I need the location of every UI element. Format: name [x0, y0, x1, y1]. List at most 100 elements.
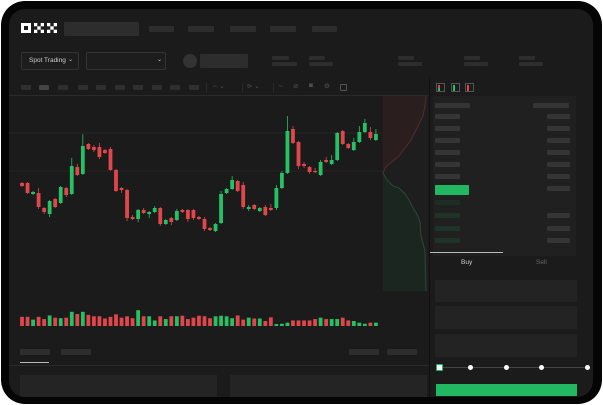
candle[interactable] — [235, 180, 240, 192]
candle[interactable] — [141, 208, 146, 214]
tab-order-history[interactable] — [61, 349, 91, 355]
candle[interactable] — [296, 141, 301, 169]
timeframe-button[interactable] — [96, 85, 106, 90]
candle[interactable] — [58, 186, 63, 204]
timeframe-button[interactable] — [115, 85, 125, 90]
nav-item[interactable] — [312, 26, 337, 32]
nav-item[interactable] — [230, 26, 256, 32]
candle[interactable] — [97, 143, 102, 159]
candle[interactable] — [169, 217, 174, 225]
timeframe-button[interactable] — [39, 85, 49, 90]
candle[interactable] — [313, 168, 317, 173]
fullscreen-icon[interactable] — [340, 84, 347, 91]
candle[interactable] — [80, 134, 85, 175]
candle[interactable] — [241, 182, 246, 209]
candle[interactable] — [31, 191, 35, 195]
settings-icon[interactable]: ⚙ — [324, 83, 330, 90]
candle[interactable] — [180, 209, 185, 213]
candle[interactable] — [75, 164, 80, 176]
candle[interactable] — [329, 155, 334, 165]
candle[interactable] — [324, 157, 329, 163]
candle[interactable] — [307, 166, 312, 174]
candle[interactable] — [119, 187, 124, 193]
candle[interactable] — [91, 145, 96, 152]
candle[interactable] — [136, 209, 141, 222]
pair-selector-dropdown[interactable]: ⌄ — [86, 52, 166, 70]
candle[interactable] — [357, 126, 362, 143]
candle[interactable] — [268, 204, 273, 211]
candle[interactable] — [64, 187, 69, 197]
candle[interactable] — [158, 207, 163, 226]
candle[interactable] — [108, 147, 113, 171]
candle[interactable] — [374, 129, 378, 141]
slider-step-100[interactable] — [585, 365, 590, 370]
candle[interactable] — [291, 126, 295, 144]
camera-icon[interactable]: ◙ — [309, 82, 313, 89]
candle[interactable] — [114, 169, 118, 192]
price-input[interactable] — [435, 280, 577, 302]
orderbook-bids-view-icon[interactable] — [451, 83, 460, 92]
ruler-icon[interactable]: ⊘ — [293, 83, 299, 90]
filter-button[interactable] — [349, 349, 379, 355]
draw-tool-icon[interactable]: ⊳ ⌄ — [247, 83, 260, 90]
slider-step-25[interactable] — [468, 365, 473, 370]
candle[interactable] — [202, 217, 207, 231]
candle[interactable] — [213, 223, 218, 232]
candle[interactable] — [42, 207, 47, 214]
candle[interactable] — [163, 219, 168, 225]
candle[interactable] — [36, 188, 41, 209]
candle[interactable] — [130, 215, 135, 220]
candle[interactable] — [280, 171, 284, 189]
okx-logo[interactable] — [21, 22, 58, 34]
tab-buy[interactable]: Buy — [461, 259, 473, 266]
candle[interactable] — [285, 116, 290, 174]
nav-item[interactable] — [188, 26, 214, 32]
candle[interactable] — [103, 149, 107, 154]
candle[interactable] — [174, 209, 179, 221]
slider-step-75[interactable] — [539, 365, 544, 370]
candle[interactable] — [318, 160, 323, 176]
candle[interactable] — [86, 143, 91, 150]
candlestick-chart[interactable] — [9, 96, 431, 336]
line-tool-icon[interactable]: ∼ — [278, 83, 284, 90]
candle[interactable] — [224, 188, 229, 194]
timeframe-button[interactable] — [78, 85, 88, 90]
candle[interactable] — [335, 132, 340, 161]
timeframe-button[interactable] — [189, 85, 199, 90]
timeframe-button[interactable] — [133, 85, 143, 90]
candle[interactable] — [25, 182, 30, 194]
candle[interactable] — [53, 198, 58, 208]
candle[interactable] — [246, 205, 251, 211]
candle[interactable] — [274, 185, 279, 210]
total-input[interactable] — [435, 334, 577, 357]
candle[interactable] — [340, 130, 345, 145]
candle[interactable] — [302, 162, 306, 168]
tab-sell[interactable]: Sell — [536, 259, 547, 266]
filter-button[interactable] — [387, 349, 417, 355]
candle[interactable] — [186, 209, 190, 222]
candle[interactable] — [147, 211, 152, 218]
candle[interactable] — [362, 119, 367, 133]
nav-item[interactable] — [149, 26, 174, 32]
candle[interactable] — [152, 206, 157, 213]
candle[interactable] — [125, 189, 129, 221]
candle[interactable] — [191, 209, 196, 220]
candle[interactable] — [230, 176, 235, 190]
candle[interactable] — [208, 227, 212, 231]
tab-open-orders[interactable] — [20, 349, 50, 355]
timeframe-button[interactable] — [152, 85, 162, 90]
candle[interactable] — [346, 143, 351, 149]
timeframe-button[interactable] — [58, 85, 68, 90]
slider-step-50[interactable] — [504, 365, 509, 370]
amount-slider-handle[interactable] — [436, 364, 443, 371]
candle[interactable] — [219, 191, 223, 224]
candle[interactable] — [351, 138, 356, 151]
candle[interactable] — [20, 182, 24, 187]
candle[interactable] — [197, 216, 201, 220]
candle[interactable] — [252, 204, 257, 210]
candle[interactable] — [257, 207, 262, 212]
spot-trading-dropdown[interactable]: Spot Trading ⌄ — [21, 52, 79, 70]
amount-input[interactable] — [435, 306, 577, 329]
header-search-placeholder[interactable] — [64, 22, 139, 36]
amount-slider-track[interactable] — [439, 367, 589, 368]
